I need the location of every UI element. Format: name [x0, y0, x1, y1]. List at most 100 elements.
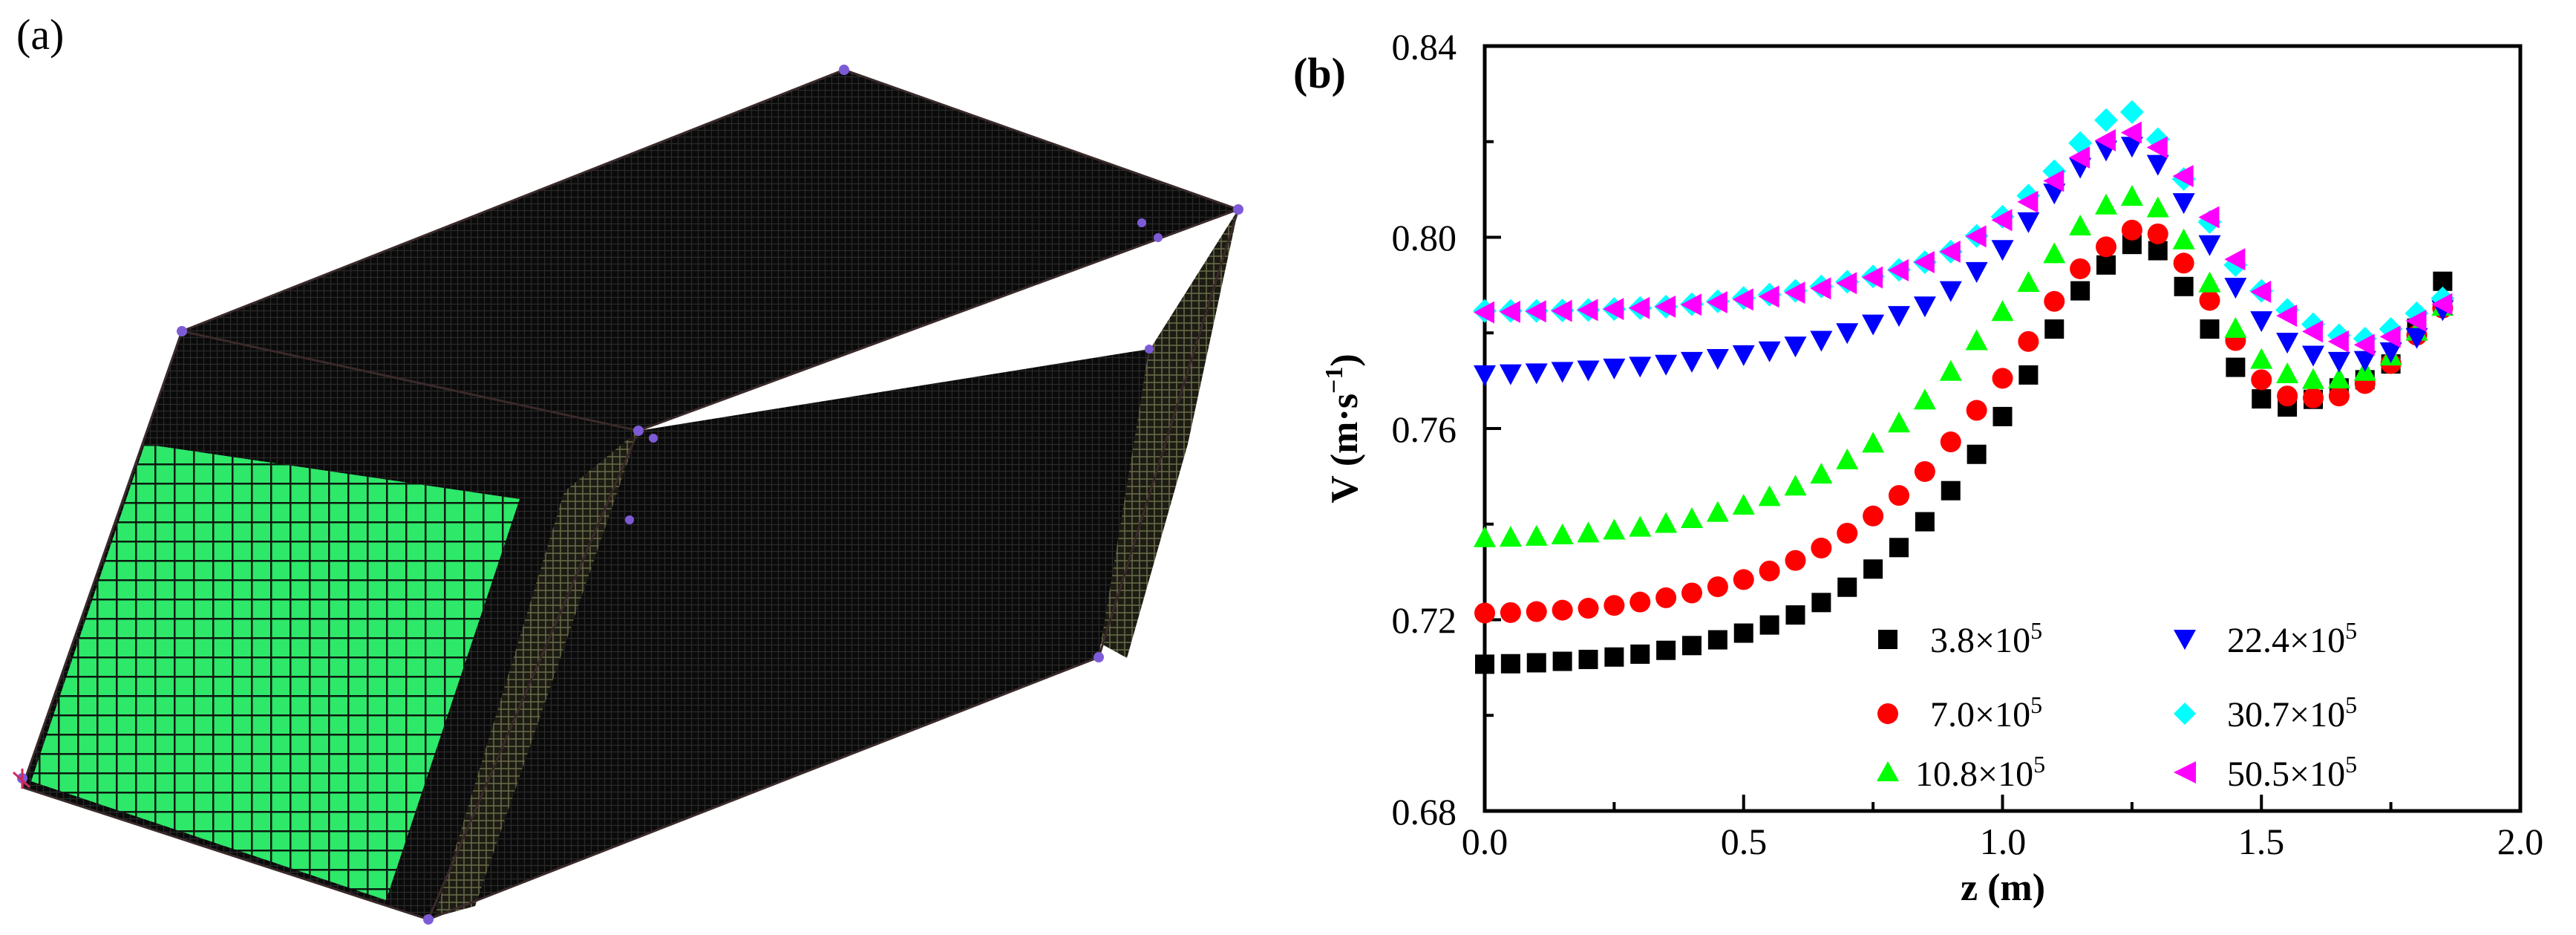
data-point-series-3 [2353, 351, 2376, 372]
data-point-series-0 [1785, 605, 1805, 625]
data-point-series-3 [2146, 154, 2169, 176]
data-point-series-5 [1577, 299, 1598, 322]
legend-item: 3.8×105 [1878, 617, 2042, 660]
data-point-series-1 [2251, 369, 2272, 391]
data-point-series-2 [1862, 431, 1885, 453]
data-point-series-2 [1499, 526, 1522, 547]
data-point-series-3 [1499, 364, 1522, 385]
svg-text:10.8×105: 10.8×105 [1915, 751, 2045, 794]
y-tick-label: 0.84 [1392, 26, 1457, 68]
data-point-series-1 [1707, 576, 1728, 598]
legend-item: 50.5×105 [2174, 751, 2357, 794]
data-point-series-1 [1629, 591, 1651, 613]
y-tick-label: 0.68 [1392, 791, 1457, 833]
legend-item: 10.8×105 [1877, 751, 2045, 794]
data-point-series-2 [1810, 463, 1833, 484]
data-point-series-2 [2302, 368, 2324, 389]
data-point-series-1 [1474, 602, 1495, 624]
data-point-series-2 [1525, 524, 1548, 546]
data-point-series-3 [1784, 336, 1807, 358]
data-point-series-5 [2379, 325, 2401, 348]
data-point-series-1 [2199, 290, 2220, 311]
data-point-series-5 [1862, 266, 1883, 289]
data-point-series-5 [2069, 146, 2090, 169]
data-point-series-3 [1577, 360, 1600, 382]
data-point-series-3 [1551, 362, 1574, 383]
data-point-series-0 [1915, 512, 1935, 532]
data-point-series-5 [1913, 250, 1935, 273]
data-point-series-2 [1706, 501, 1729, 522]
y-tick-labels: 0.68 0.72 0.76 0.80 0.84 [1392, 26, 1457, 833]
data-point-series-0 [1682, 636, 1701, 656]
data-point-series-0 [1941, 480, 1961, 501]
data-point-series-5 [1655, 295, 1676, 318]
data-point-series-5 [1732, 288, 1753, 311]
data-point-series-0 [2200, 319, 2220, 339]
mesh-top-face [182, 70, 1238, 431]
x-tick-label: 1.5 [2238, 821, 2285, 862]
panel-a-label: (a) [16, 10, 64, 59]
data-point-series-5 [1888, 258, 1909, 281]
data-point-series-3 [1913, 296, 1936, 318]
data-point-series-1 [2303, 387, 2324, 408]
data-point-series-3 [1603, 358, 1626, 379]
data-point-series-0 [1475, 654, 1494, 674]
data-point-series-1 [1837, 522, 1858, 544]
data-point-series-0 [1552, 651, 1572, 671]
data-point-series-3 [2379, 342, 2402, 363]
data-point-series-5 [1499, 300, 1520, 323]
data-point-series-3 [1888, 306, 1910, 328]
data-point-series-0 [1837, 577, 1857, 597]
data-point-series-5 [1784, 281, 1805, 304]
x-tick-label: 0.5 [1721, 821, 1768, 862]
data-point-series-5 [2405, 310, 2427, 333]
data-point-series-5 [1525, 300, 1546, 323]
data-point-series-2 [2069, 215, 2092, 236]
data-point-series-2 [2146, 196, 2169, 218]
data-point-series-1 [1733, 569, 1754, 590]
data-point-series-3 [1629, 356, 1652, 378]
data-point-series-5 [2017, 190, 2039, 213]
data-point-series-5 [2095, 128, 2116, 152]
data-point-series-1 [1500, 602, 1521, 623]
data-point-series-1 [2328, 385, 2350, 407]
data-point-series-1 [2173, 253, 2194, 274]
y-tick-label: 0.80 [1392, 217, 1457, 258]
data-point-series-0 [1863, 559, 1883, 579]
data-point-series-0 [1993, 406, 2013, 426]
data-point-series-3 [1525, 363, 1548, 385]
data-point-series-5 [2146, 136, 2168, 159]
data-point-series-4 [2119, 100, 2144, 124]
data-point-series-3 [1991, 240, 2014, 261]
data-markers [1473, 100, 2455, 674]
x-tick-label: 1.0 [1980, 821, 2027, 862]
data-point-series-1 [1655, 587, 1677, 608]
data-point-series-3 [1965, 261, 1988, 283]
data-point-series-2 [1629, 515, 1652, 537]
data-point-series-5 [1681, 293, 1701, 316]
data-point-series-5 [2327, 330, 2349, 353]
data-point-series-1 [1863, 505, 1884, 527]
data-point-series-0 [2070, 281, 2090, 301]
data-point-series-3 [2276, 333, 2299, 354]
data-point-series-1 [2018, 330, 2039, 352]
data-point-series-3 [2405, 328, 2428, 349]
data-point-series-1 [1940, 431, 1961, 453]
data-point-series-5 [1629, 296, 1650, 319]
mesh-front-face [428, 349, 1149, 919]
mesh-nodes [17, 65, 1243, 925]
data-point-series-2 [1655, 512, 1678, 533]
data-point-series-2 [1603, 518, 1626, 540]
data-point-series-1 [1811, 537, 1832, 558]
data-point-series-3 [1681, 351, 1703, 373]
data-point-series-5 [2276, 304, 2298, 328]
data-point-series-3 [1939, 281, 1962, 302]
data-point-series-2 [1577, 521, 1600, 543]
data-point-series-0 [1733, 623, 1753, 643]
data-point-series-5 [2198, 206, 2220, 229]
data-point-series-5 [1965, 225, 1987, 248]
data-point-series-5 [2172, 165, 2194, 188]
data-point-series-3 [1862, 314, 1885, 336]
data-point-series-5 [2250, 280, 2272, 303]
data-point-series-0 [2252, 389, 2272, 409]
